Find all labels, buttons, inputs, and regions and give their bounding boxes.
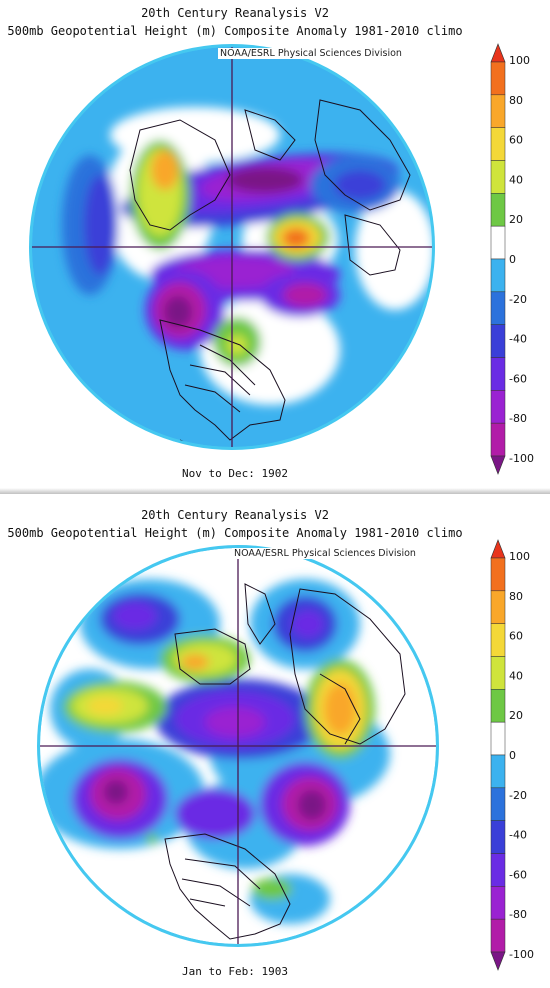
- map-title: 20th Century Reanalysis V2: [141, 6, 329, 20]
- anomaly-field: [62, 107, 432, 405]
- map-panel-top: 20th Century Reanalysis V2 500mb Geopote…: [7, 6, 463, 480]
- data-credit: NOAA/ESRL Physical Sciences Division: [218, 48, 404, 59]
- map-panel-bottom: 20th Century Reanalysis V2 500mb Geopote…: [0, 494, 550, 988]
- map-grid: [32, 47, 432, 447]
- time-period: Jan to Feb: 1903: [182, 965, 288, 978]
- anomaly-field: [40, 579, 390, 924]
- map-subtitle: 500mb Geopotential Height (m) Composite …: [7, 526, 463, 540]
- map-title: 20th Century Reanalysis V2: [141, 508, 329, 522]
- data-credit: NOAA/ESRL Physical Sciences Division: [232, 548, 418, 559]
- time-period: Nov to Dec: 1902: [182, 467, 288, 480]
- anomaly-map-bottom: [37, 545, 439, 947]
- map-subtitle: 500mb Geopotential Height (m) Composite …: [7, 24, 463, 38]
- anomaly-map-top: [29, 44, 435, 450]
- map-grid: [40, 548, 436, 944]
